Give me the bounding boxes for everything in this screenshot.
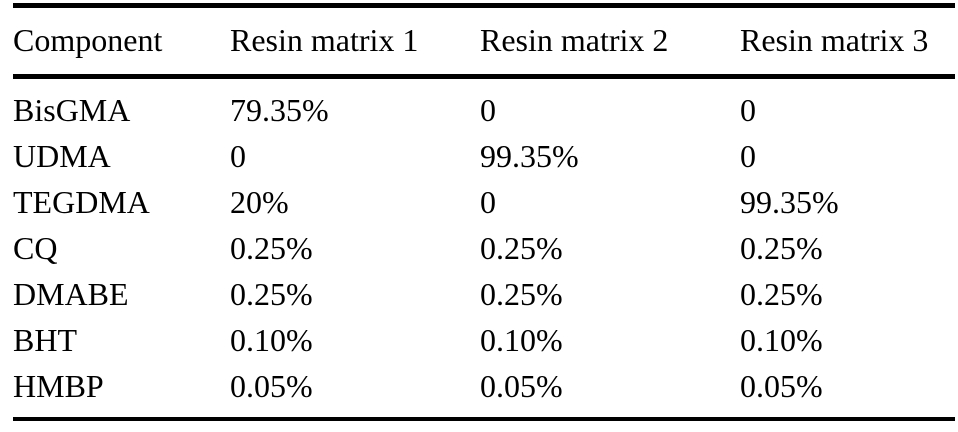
cell-resin-matrix-1: 0.05% xyxy=(230,368,313,404)
cell-component: BHT xyxy=(13,322,77,358)
cell-resin-matrix-1: 20% xyxy=(230,184,289,220)
cell-resin-matrix-3: 0.25% xyxy=(740,276,823,312)
cell-resin-matrix-1: 79.35% xyxy=(230,92,329,128)
cell-resin-matrix-2: 0 xyxy=(480,184,496,220)
cell-resin-matrix-1: 0.10% xyxy=(230,322,313,358)
cell-resin-matrix-3: 0.05% xyxy=(740,368,823,404)
column-header-component: Component xyxy=(13,5,230,79)
cell-resin-matrix-3: 0 xyxy=(740,138,756,174)
cell-resin-matrix-2: 0.25% xyxy=(480,230,563,266)
cell-component: UDMA xyxy=(13,138,111,174)
column-header-resin-matrix-2: Resin matrix 2 xyxy=(480,5,740,79)
cell-component: CQ xyxy=(13,230,58,266)
table-row-hmbp: HMBP 0.05% 0.05% 0.05% xyxy=(13,363,955,419)
cell-resin-matrix-2: 0.25% xyxy=(480,276,563,312)
cell-resin-matrix-2: 99.35% xyxy=(480,138,579,174)
table-row-bisgma: BisGMA 79.35% 0 0 xyxy=(13,77,955,134)
table-row-bht: BHT 0.10% 0.10% 0.10% xyxy=(13,317,955,363)
cell-resin-matrix-3: 0.25% xyxy=(740,230,823,266)
cell-component: HMBP xyxy=(13,368,104,404)
cell-resin-matrix-3: 0.10% xyxy=(740,322,823,358)
table-header-row: Component Resin matrix 1 Resin matrix 2 … xyxy=(13,5,955,79)
column-header-resin-matrix-1: Resin matrix 1 xyxy=(230,5,480,79)
cell-resin-matrix-2: 0.10% xyxy=(480,322,563,358)
cell-resin-matrix-3: 99.35% xyxy=(740,184,839,220)
cell-resin-matrix-2: 0 xyxy=(480,92,496,128)
cell-component: BisGMA xyxy=(13,92,131,128)
column-header-resin-matrix-3: Resin matrix 3 xyxy=(740,5,955,79)
table-row-tegdma: TEGDMA 20% 0 99.35% xyxy=(13,179,955,225)
table-row-udma: UDMA 0 99.35% 0 xyxy=(13,133,955,179)
cell-resin-matrix-1: 0 xyxy=(230,138,246,174)
cell-resin-matrix-1: 0.25% xyxy=(230,276,313,312)
cell-component: DMABE xyxy=(13,276,129,312)
table-row-cq: CQ 0.25% 0.25% 0.25% xyxy=(13,225,955,271)
resin-composition-table-container: Component Resin matrix 1 Resin matrix 2 … xyxy=(13,3,955,421)
table-row-dmabe: DMABE 0.25% 0.25% 0.25% xyxy=(13,271,955,317)
cell-resin-matrix-3: 0 xyxy=(740,92,756,128)
resin-composition-table: Component Resin matrix 1 Resin matrix 2 … xyxy=(13,3,955,421)
cell-resin-matrix-2: 0.05% xyxy=(480,368,563,404)
cell-component: TEGDMA xyxy=(13,184,150,220)
cell-resin-matrix-1: 0.25% xyxy=(230,230,313,266)
